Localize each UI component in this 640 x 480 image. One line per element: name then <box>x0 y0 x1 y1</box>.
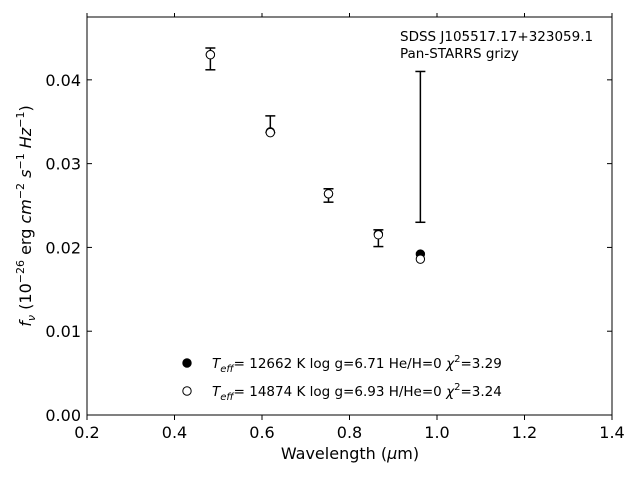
open-model-point <box>323 189 334 199</box>
x-tick-label: 0.8 <box>337 423 362 442</box>
axis-ticks: 0.2 0.4 0.6 0.8 1.0 1.2 1.4 0.00 0.01 0.02 0.03 0.0… <box>45 13 625 442</box>
y-tick-label: 0.04 <box>45 71 81 90</box>
x-axis-label: Wavelength (μm) <box>281 444 419 463</box>
annotation-survey: Pan-STARRS grizy <box>400 46 519 62</box>
x-tick-label: 1.2 <box>512 423 537 442</box>
legend-entry: Teff= 14874 K log g=6.93 H/He=0 χ2=3.24 <box>212 382 502 403</box>
y-tick-label: 0.03 <box>45 155 81 174</box>
y-axis-label: fν (10−26 erg cm−2 s−1 Hz−1) <box>14 105 38 326</box>
x-tick-label: 0.2 <box>74 423 99 442</box>
legend-marker-filled <box>182 358 192 368</box>
x-tick-label: 1.4 <box>599 423 624 442</box>
legend-entry: Teff= 12662 K log g=6.71 He/H=0 χ2=3.29 <box>212 354 502 375</box>
error-bars <box>205 47 426 248</box>
legend: Teff= 12662 K log g=6.71 He/H=0 χ2=3.29 T… <box>182 354 502 403</box>
y-tick-label: 0.02 <box>45 238 81 257</box>
open-model-point <box>415 254 426 264</box>
data-points <box>205 50 426 264</box>
open-model-point <box>205 50 216 60</box>
open-model-point <box>373 230 384 240</box>
open-model-point <box>265 127 276 138</box>
annotation-object-name: SDSS J105517.17+323059.1 <box>400 29 593 45</box>
x-tick-label: 0.4 <box>162 423 187 442</box>
legend-marker-open <box>182 386 192 396</box>
x-tick-label: 0.6 <box>249 423 274 442</box>
y-tick-label: 0.01 <box>45 322 81 341</box>
x-tick-label: 1.0 <box>424 423 449 442</box>
y-tick-label: 0.00 <box>45 406 81 425</box>
